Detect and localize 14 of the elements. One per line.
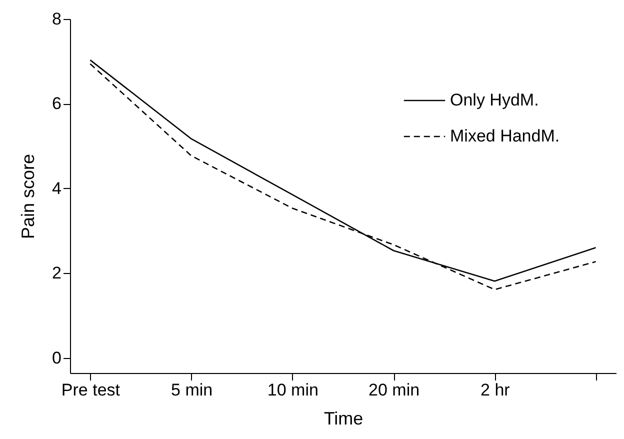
x-tick-label: 20 min (368, 380, 420, 400)
legend-label: Mixed HandM. (450, 126, 560, 146)
y-tick-label: 4 (52, 178, 62, 198)
x-tick-label: 10 min (267, 380, 318, 400)
y-axis-title: Pain score (18, 154, 38, 240)
x-tick-label: Pre test (61, 380, 120, 400)
y-tick-label: 0 (52, 348, 62, 368)
y-tick-label: 8 (52, 10, 62, 28)
y-tick-label: 2 (52, 264, 62, 283)
x-tick-label: 5 min (171, 380, 213, 400)
x-axis-title: Time (324, 408, 364, 428)
x-tick-label: 2 hr (480, 380, 510, 400)
y-tick-label: 6 (52, 94, 62, 114)
legend-label: Only HydM. (450, 90, 539, 110)
